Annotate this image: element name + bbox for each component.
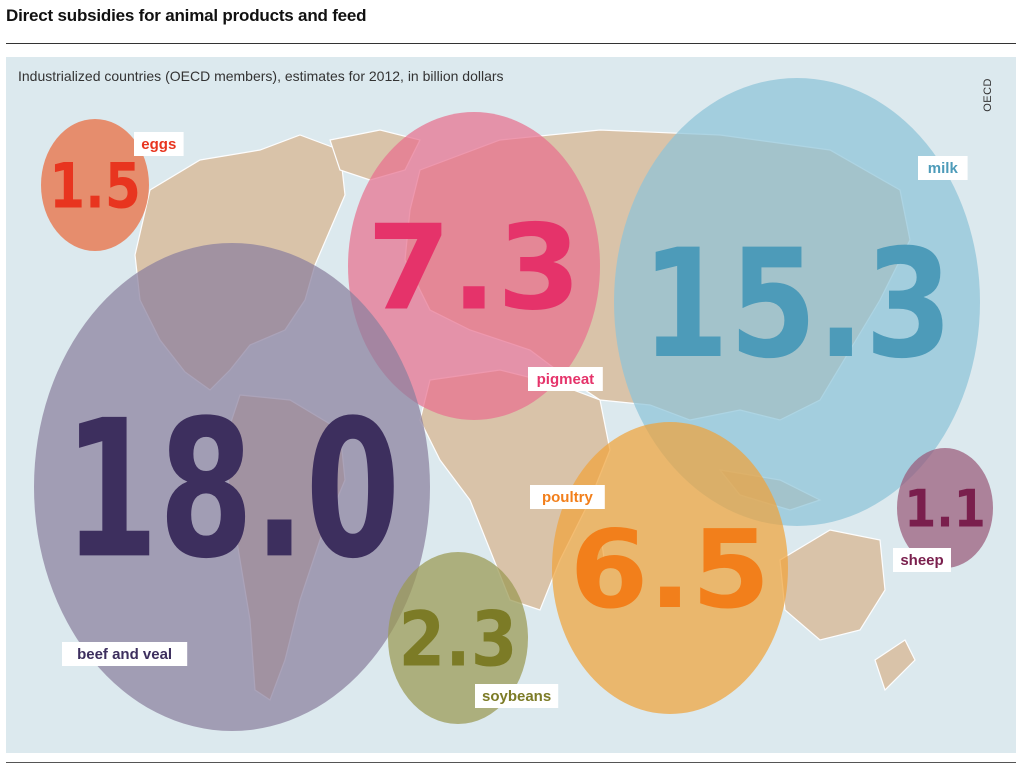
label-box-poultry xyxy=(530,485,605,509)
bubble-layer: 1.5 7.3 15.3 18.0 6.5 2.3 1.1 xyxy=(34,78,993,731)
category-label-eggs: eggs xyxy=(141,136,176,153)
label-box-pigmeat xyxy=(528,367,603,391)
bottom-divider xyxy=(6,762,1016,763)
value-label-eggs: 1.5 xyxy=(49,149,141,222)
bubble-eggs xyxy=(41,119,149,251)
value-label-milk: 15.3 xyxy=(641,218,952,392)
bubble-soybeans xyxy=(388,552,528,724)
continent-new-zealand xyxy=(874,639,916,692)
label-layer: eggs pigmeat milk beef and veal poultry soybe… xyxy=(62,132,968,708)
label-box-sheep xyxy=(893,548,951,572)
bubble-beef-and-veal xyxy=(34,243,430,731)
chart-title: Direct subsidies for animal products and… xyxy=(6,6,367,25)
bubble-milk xyxy=(614,78,980,526)
value-label-soybeans: 2.3 xyxy=(399,594,518,683)
chart-subtitle: Industrialized countries (OECD members),… xyxy=(18,68,504,84)
category-label-beef-and-veal: beef and veal xyxy=(77,646,172,663)
category-label-soybeans: soybeans xyxy=(482,688,551,705)
label-box-beef-and-veal xyxy=(62,642,188,666)
top-divider xyxy=(6,43,1016,44)
bubble-poultry xyxy=(552,422,788,714)
source-credit: OECD xyxy=(982,78,994,112)
value-label-sheep: 1.1 xyxy=(904,480,986,540)
category-label-milk: milk xyxy=(928,160,959,177)
label-box-soybeans xyxy=(475,684,559,708)
bubble-sheep xyxy=(897,448,993,568)
value-label-poultry: 6.5 xyxy=(570,508,771,633)
label-box-eggs xyxy=(134,132,184,156)
value-label-beef-and-veal: 18.0 xyxy=(64,379,401,600)
label-box-milk xyxy=(918,156,968,180)
bubble-pigmeat xyxy=(348,112,600,420)
category-label-sheep: sheep xyxy=(900,552,943,569)
category-label-poultry: poultry xyxy=(542,489,593,506)
continent-australia xyxy=(779,529,886,641)
value-label-pigmeat: 7.3 xyxy=(367,198,581,336)
category-label-pigmeat: pigmeat xyxy=(537,371,595,388)
